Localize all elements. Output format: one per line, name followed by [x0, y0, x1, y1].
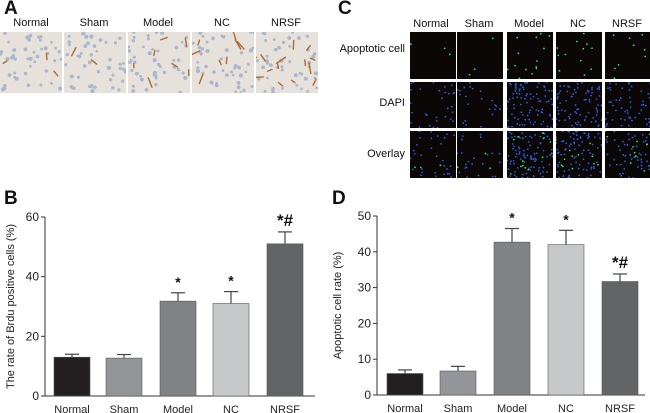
- x-tick-label: Model: [497, 403, 527, 413]
- fluorescence-image: [457, 131, 503, 178]
- bar-normal: [386, 373, 424, 396]
- c-col-label: Normal: [413, 18, 449, 30]
- x-tick-label: NC: [558, 403, 574, 413]
- bar-sham: [439, 370, 477, 396]
- fluorescence-image: [507, 82, 553, 128]
- fluorescence-image: [605, 82, 650, 128]
- bar-nrsf: [601, 281, 639, 396]
- ihc-image: [0, 32, 62, 93]
- fluorescence-image: [605, 131, 650, 178]
- a-col-label: Model: [143, 17, 173, 29]
- c-col-label: NRSF: [612, 18, 642, 30]
- fluorescence-image: [556, 131, 602, 178]
- y-tick-label: 20: [26, 329, 40, 343]
- significance-mark: *: [563, 211, 569, 227]
- x-tick-label: Normal: [387, 403, 422, 413]
- bar-nc: [547, 244, 585, 396]
- fluorescence-image: [507, 131, 553, 178]
- panel-b-label: B: [4, 188, 18, 209]
- x-tick-label: Sham: [444, 403, 473, 413]
- bar-nc: [212, 303, 250, 397]
- x-tick-label: NRSF: [605, 403, 635, 413]
- x-tick-label: NRSF: [270, 404, 300, 413]
- fluorescence-image: [410, 131, 456, 178]
- chart-d: 0 10 20 30 40 50 Apoptotic cell rate (%) Normal…: [332, 209, 645, 413]
- y-tick-label: 10: [358, 352, 372, 366]
- panel-a-label: A: [4, 0, 18, 19]
- fluorescence-image: [457, 82, 503, 128]
- c-row-label: Apoptotic cell: [339, 43, 405, 55]
- panel-d-label: D: [332, 188, 346, 209]
- bar-model: [493, 241, 531, 396]
- y-tick-label: 50: [358, 209, 372, 223]
- panel-c-label: C: [338, 0, 352, 19]
- y-tick-label: 40: [26, 270, 40, 284]
- bar-sham: [105, 357, 143, 397]
- c-row-label: DAPI: [379, 97, 405, 109]
- fluorescence-image: [507, 32, 553, 79]
- fluorescence-image: [457, 32, 503, 79]
- a-col-label: NC: [214, 17, 230, 29]
- y-tick-label: 40: [358, 245, 372, 259]
- ihc-image: [192, 32, 254, 93]
- bar-model: [159, 300, 197, 397]
- y-tick-label: 30: [358, 281, 372, 295]
- fluorescence-image: [410, 82, 456, 128]
- fluorescence-image: [556, 82, 602, 128]
- significance-mark: *#: [277, 211, 294, 230]
- x-tick-label: NC: [223, 404, 239, 413]
- y-tick-label: 0: [32, 389, 39, 403]
- fluorescence-image: [605, 32, 650, 79]
- ihc-image: [64, 32, 126, 93]
- significance-mark: *: [228, 273, 234, 289]
- fluorescence-image: [556, 32, 602, 79]
- y-axis-label: The rate of Brdu positive cells (%): [5, 224, 17, 389]
- a-col-label: Normal: [13, 17, 49, 29]
- x-tick-label: Normal: [54, 404, 89, 413]
- c-row-label: Overlay: [367, 148, 405, 160]
- significance-mark: *#: [612, 253, 629, 272]
- y-tick-label: 0: [364, 388, 371, 402]
- y-axis-label: Apoptotic cell rate (%): [332, 252, 344, 360]
- y-tick-label: 60: [26, 210, 40, 224]
- bar-normal: [53, 356, 91, 397]
- bar-nrsf: [266, 243, 304, 397]
- c-col-label: NC: [570, 18, 586, 30]
- significance-mark: *: [509, 210, 515, 226]
- a-col-label: NRSF: [271, 17, 301, 29]
- c-col-label: Sham: [464, 18, 494, 30]
- chart-b: 0 20 40 60 The rate of Brdu positive cells (…: [5, 210, 315, 413]
- x-tick-label: Sham: [110, 404, 139, 413]
- ihc-image: [128, 32, 190, 93]
- y-tick-label: 20: [358, 316, 372, 330]
- significance-mark: *: [175, 274, 181, 290]
- fluorescence-image: [410, 32, 456, 79]
- c-col-label: Model: [514, 18, 544, 30]
- a-col-label: Sham: [79, 17, 109, 29]
- x-tick-label: Model: [163, 404, 193, 413]
- ihc-image: [256, 32, 318, 93]
